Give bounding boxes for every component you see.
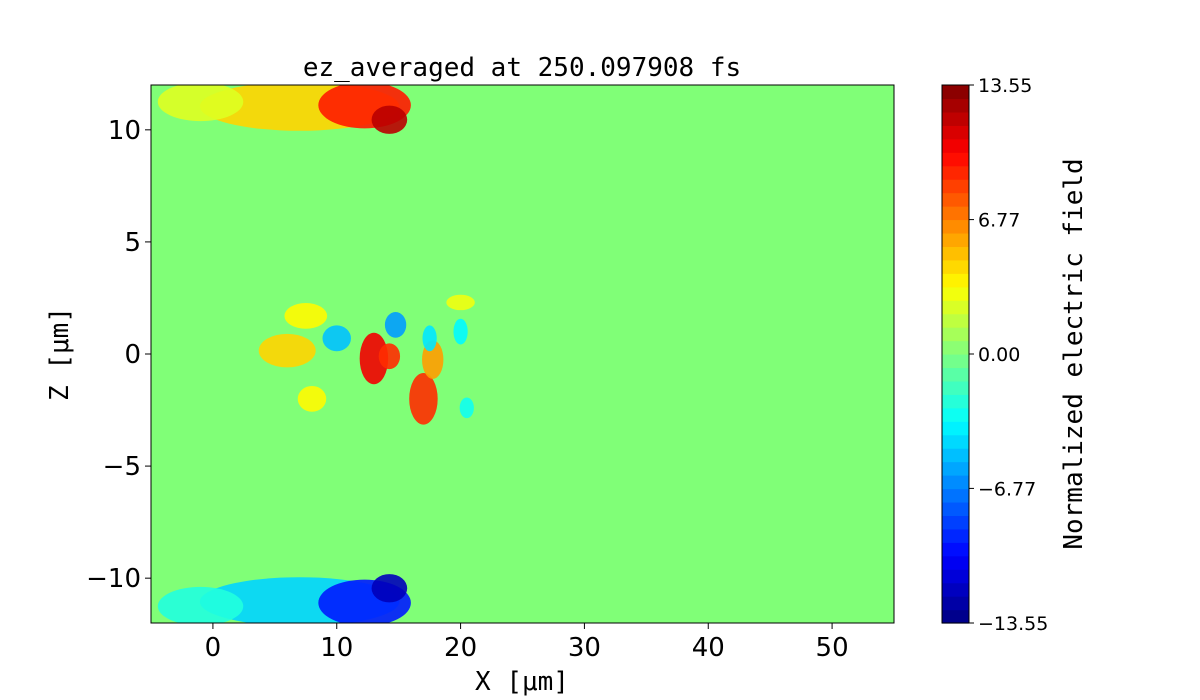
colorbar-band: [942, 85, 969, 100]
colorbar-tick-label: 0.00: [978, 344, 1020, 366]
plot-area: [150, 84, 895, 624]
field-region-17: [422, 325, 437, 352]
x-tick-label: 0: [205, 633, 222, 663]
colorbar-band: [942, 542, 969, 557]
colorbar-band: [942, 555, 969, 570]
colorbar-band: [942, 596, 969, 611]
x-tick-label: 10: [320, 633, 353, 663]
field-region-3: [157, 85, 244, 122]
colorbar-tick-label: −6.77: [978, 478, 1036, 500]
field-region-16: [384, 311, 407, 338]
colorbar-tick-label: −13.55: [978, 613, 1048, 635]
colorbar-band: [942, 475, 969, 490]
colorbar-band: [942, 528, 969, 543]
heatmap-layer: [157, 85, 475, 623]
field-region-7: [157, 586, 244, 623]
y-tick-label: −10: [86, 564, 141, 594]
colorbar-band: [942, 300, 969, 315]
y-axis-ticks: 10 5 0 −5 −10: [86, 116, 151, 594]
colorbar-band: [942, 582, 969, 597]
colorbar-band: [942, 394, 969, 409]
colorbar-band: [942, 125, 969, 140]
field-region-2: [371, 105, 408, 134]
colorbar-band: [942, 515, 969, 530]
colorbar-band: [942, 367, 969, 382]
x-tick-label: 50: [816, 633, 849, 663]
y-tick-label: −5: [103, 452, 141, 482]
x-tick-label: 20: [444, 633, 477, 663]
colorbar-tick-label: 13.55: [978, 75, 1032, 97]
field-region-9: [284, 303, 328, 329]
field-region-10: [359, 332, 389, 385]
field-region-6: [371, 574, 408, 603]
colorbar-band: [942, 138, 969, 153]
colorbar-ticks: 13.55 6.77 0.00 −6.77 −13.55: [969, 75, 1048, 635]
colorbar-band: [942, 609, 969, 624]
colorbar-band: [942, 434, 969, 449]
y-tick-label: 10: [108, 116, 141, 146]
x-tick-label: 40: [692, 633, 725, 663]
x-axis-label: X [μm]: [475, 667, 569, 697]
field-region-20: [446, 294, 475, 311]
colorbar-band: [942, 488, 969, 503]
colorbar-band: [942, 219, 969, 234]
y-axis-label: Z [μm]: [45, 307, 75, 401]
colorbar-band: [942, 152, 969, 167]
colorbar-band: [942, 98, 969, 113]
colorbar-band: [942, 179, 969, 194]
field-region-11: [378, 343, 401, 370]
colorbar-band: [942, 461, 969, 476]
field-region-18: [453, 318, 468, 345]
colorbar-band: [942, 286, 969, 301]
colorbar: 13.55 6.77 0.00 −6.77 −13.55 Normalized elec…: [941, 75, 1089, 635]
colorbar-band: [942, 569, 969, 584]
field-region-14: [297, 385, 327, 412]
colorbar-band: [942, 165, 969, 180]
colorbar-band: [942, 421, 969, 436]
colorbar-band: [942, 380, 969, 395]
colorbar-band: [942, 327, 969, 342]
colorbar-band: [942, 354, 969, 369]
field-region-8: [258, 333, 316, 368]
colorbar-band: [942, 448, 969, 463]
field-region-19: [459, 397, 474, 419]
colorbar-band: [942, 259, 969, 274]
colorbar-label: Normalized electric field: [1059, 158, 1089, 549]
colorbar-band: [942, 340, 969, 355]
x-tick-label: 30: [568, 633, 601, 663]
chart-title: ez_averaged at 250.097908 fs: [303, 53, 741, 83]
colorbar-band: [942, 232, 969, 247]
colorbar-band: [942, 407, 969, 422]
colorbar-band: [942, 273, 969, 288]
field-region-15: [322, 325, 351, 352]
colorbar-band: [942, 246, 969, 261]
y-tick-label: 0: [124, 340, 141, 370]
colorbar-bands: [942, 85, 969, 624]
colorbar-band: [942, 111, 969, 126]
colorbar-band: [942, 192, 969, 207]
x-axis-ticks: 0 10 20 30 40 50: [205, 623, 849, 663]
colorbar-band: [942, 206, 969, 221]
y-tick-label: 5: [124, 228, 141, 258]
colorbar-band: [942, 501, 969, 516]
colorbar-tick-label: 6.77: [978, 210, 1020, 232]
colorbar-band: [942, 313, 969, 328]
field-region-12: [409, 373, 438, 425]
